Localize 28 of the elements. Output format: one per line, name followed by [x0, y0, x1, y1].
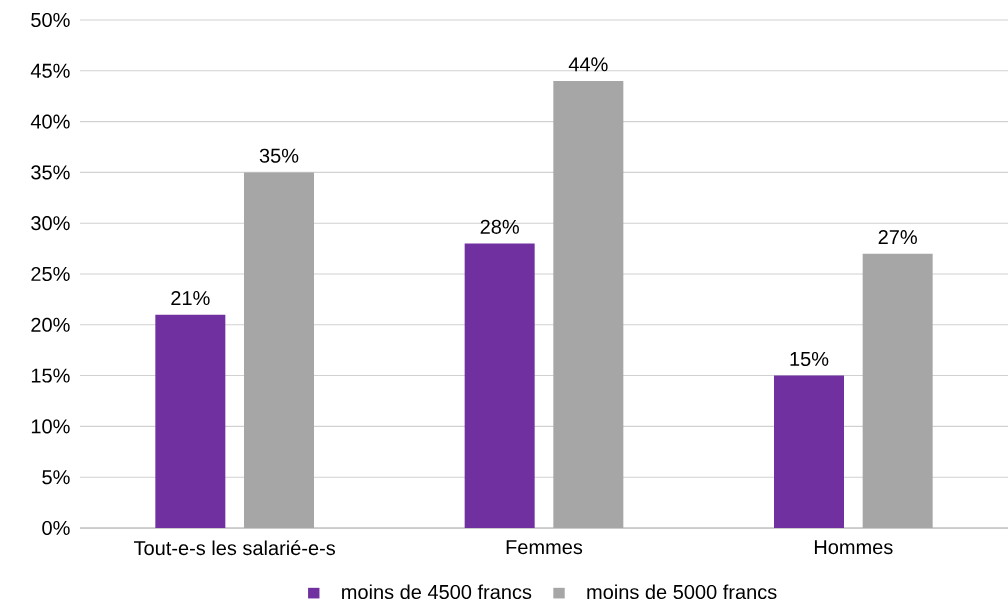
y-tick-label: 30% [31, 216, 70, 231]
y-tick-label: 15% [31, 368, 70, 383]
data-label: 44% [568, 57, 608, 72]
y-tick-label: 20% [31, 317, 70, 332]
data-label: 27% [878, 229, 917, 245]
y-tick-label: 10% [31, 419, 70, 434]
data-label: 35% [259, 148, 299, 163]
x-tick-label: Tout-e-s les salarié-e-s [133, 540, 336, 556]
x-tick-label: Femmes [506, 540, 583, 555]
y-tick-label: 40% [30, 114, 70, 129]
bar [862, 253, 933, 528]
x-tick-label: Hommes [814, 540, 893, 555]
y-tick-label: 0% [42, 520, 70, 536]
y-tick-label: 45% [30, 63, 70, 78]
data-label: 21% [171, 290, 210, 306]
bar [244, 172, 314, 528]
y-tick-label: 5% [42, 470, 70, 485]
data-label: 15% [790, 351, 829, 366]
bar [553, 80, 624, 528]
y-tick-label: 35% [31, 165, 70, 180]
y-tick-label: 25% [31, 266, 70, 282]
bar [155, 314, 226, 528]
legend-label: moins de 5000 francs [587, 584, 777, 600]
bar [774, 375, 844, 528]
bar [464, 243, 535, 528]
y-tick-label: 50% [31, 12, 70, 28]
data-label: 28% [480, 219, 519, 234]
legend-label: moins de 4500 francs [342, 584, 532, 600]
